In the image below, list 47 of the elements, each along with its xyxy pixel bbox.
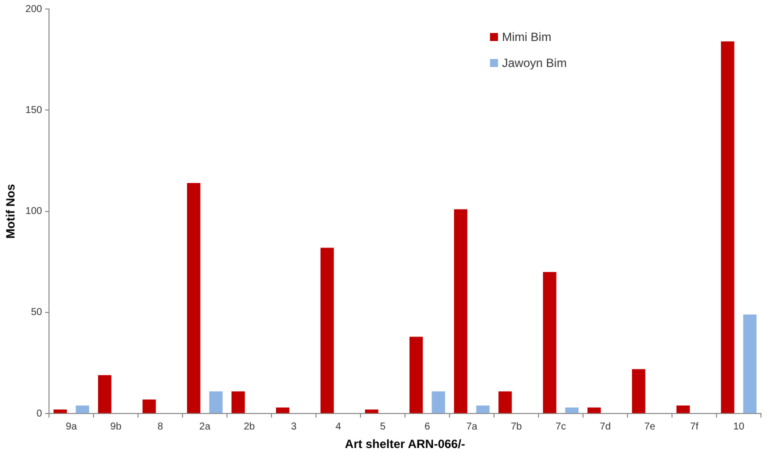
bar [320,248,334,414]
bar [209,391,223,414]
x-tick-label: 2a [199,421,211,432]
legend-label: Mimi Bim [502,30,552,44]
x-tick-label: 7b [510,421,522,432]
x-tick-label: 7e [644,421,656,432]
x-tick-label: 6 [424,421,431,432]
x-axis-title: Art shelter ARN-066/- [344,437,466,452]
bar [98,375,112,414]
x-tick-label: 7f [690,421,699,432]
y-tick-label: 200 [25,4,43,15]
x-tick-label: 10 [733,421,745,432]
legend-label: Jawoyn Bim [502,56,567,70]
bar [187,182,200,414]
x-tick-label: 3 [291,421,298,432]
bar [454,209,468,414]
x-tick-label: 2b [244,421,256,432]
bar [542,272,556,414]
bar [409,336,423,414]
x-tick-label: 7c [555,421,566,432]
bar [565,408,579,414]
bar [364,410,378,414]
bar [54,410,67,414]
x-tick-label: 7a [466,421,478,432]
y-tick-label: 150 [25,104,43,116]
bar [632,369,646,414]
x-tick-label: 5 [380,421,386,432]
bar [498,391,512,414]
bar [720,41,734,414]
x-tick-label: 9b [110,421,122,432]
y-axis-title: Motif Nos [4,184,18,239]
bar [476,406,490,414]
bar [142,399,156,414]
x-tick-label: 9a [66,421,78,432]
bar [743,314,757,414]
bar [76,406,90,414]
bar [232,391,245,414]
y-tick-label: 0 [36,408,43,420]
bar [432,391,446,414]
bar [587,408,601,414]
bar [276,408,290,414]
x-tick-label: 8 [158,421,164,432]
y-tick-label: 100 [25,206,43,218]
bar [676,406,690,414]
x-tick-label: 4 [336,421,342,432]
x-tick-label: 7d [600,421,611,432]
y-tick-label: 50 [30,307,43,318]
